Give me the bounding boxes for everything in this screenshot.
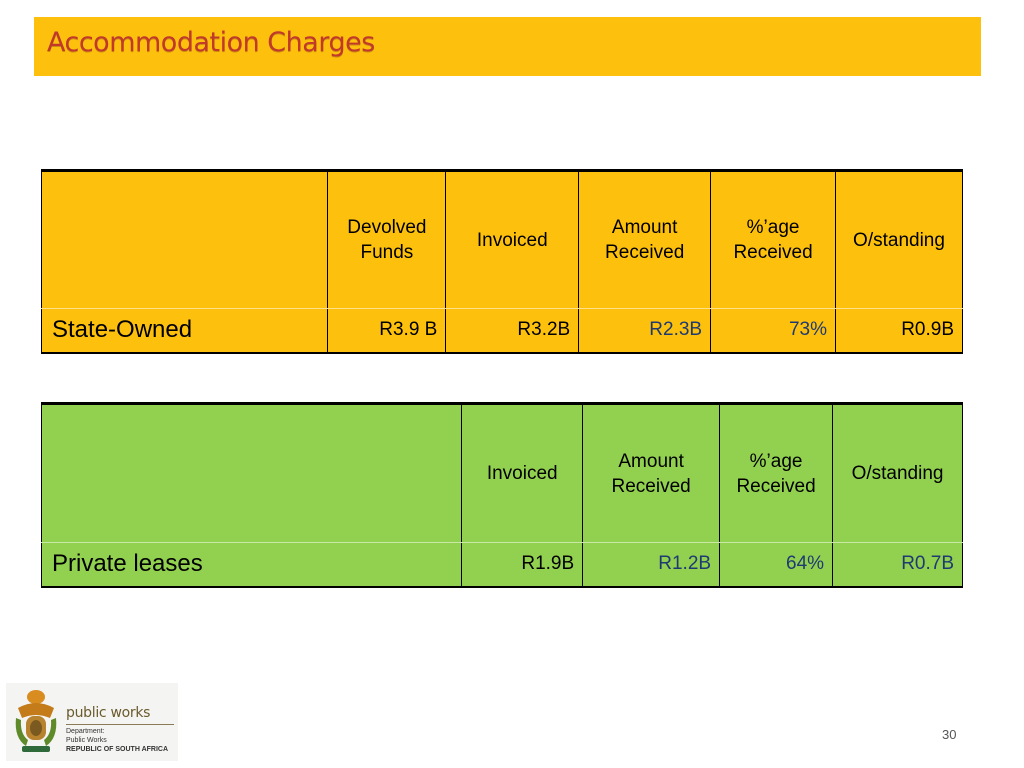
header-outstanding: O/standing (835, 170, 963, 309)
value-invoiced: R3.2B (445, 308, 580, 353)
value-percentage-received: 64% (719, 542, 834, 587)
row-label-private-leases: Private leases (40, 542, 463, 587)
logo-line-department: Department: (66, 728, 105, 735)
table-row: Private leases R1.9B R1.2B 64% R0.7B (40, 542, 963, 587)
header-cell (40, 170, 329, 309)
logo-name: public works (66, 705, 151, 721)
value-amount-received: R2.3B (578, 308, 712, 353)
header-amount-received: Amount Received (578, 170, 712, 309)
header-cell (40, 403, 463, 543)
slide-title: Accommodation Charges (47, 27, 375, 58)
header-outstanding: O/standing (832, 403, 963, 543)
value-outstanding: R0.9B (835, 308, 963, 353)
header-amount-received: Amount Received (582, 403, 721, 543)
public-works-logo: public works Department: Public Works RE… (6, 683, 178, 761)
header-percentage-received: %’age Received (710, 170, 837, 309)
value-outstanding: R0.7B (832, 542, 963, 587)
row-label-state-owned: State-Owned (40, 308, 329, 353)
header-percentage-received: %’age Received (719, 403, 834, 543)
header-devolved-funds: Devolved Funds (327, 170, 447, 309)
page-number: 30 (942, 727, 957, 742)
logo-line-republic: REPUBLIC OF SOUTH AFRICA (66, 746, 169, 753)
logo-line-public-works: Public Works (66, 737, 107, 744)
table-row: State-Owned R3.9 B R3.2B R2.3B 73% R0.9B (40, 308, 963, 353)
header-invoiced: Invoiced (461, 403, 584, 543)
value-percentage-received: 73% (710, 308, 837, 353)
private-leases-table: Invoiced Amount Received %’age Received … (40, 402, 963, 588)
state-owned-table: Devolved Funds Invoiced Amount Received … (40, 169, 963, 354)
value-amount-received: R1.2B (582, 542, 721, 587)
header-row: Devolved Funds Invoiced Amount Received … (40, 170, 963, 309)
header-invoiced: Invoiced (445, 170, 580, 309)
value-invoiced: R1.9B (461, 542, 584, 587)
coat-of-arms-icon (15, 690, 57, 752)
logo-divider (66, 724, 174, 725)
value-devolved-funds: R3.9 B (327, 308, 447, 353)
header-row: Invoiced Amount Received %’age Received … (40, 403, 963, 543)
title-bar: Accommodation Charges (34, 17, 981, 76)
